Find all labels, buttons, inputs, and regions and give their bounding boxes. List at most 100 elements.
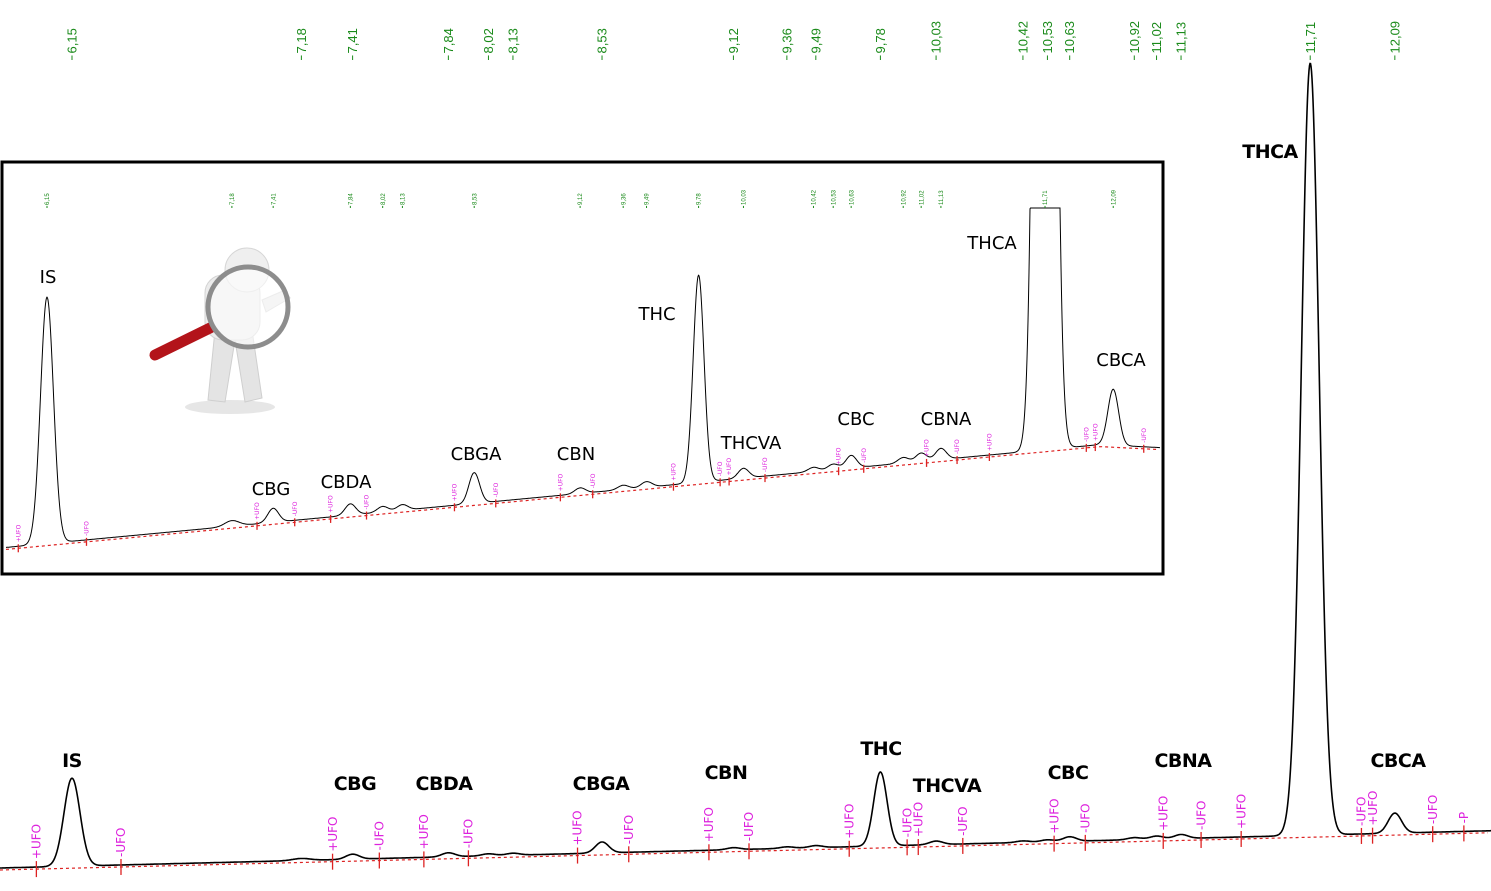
- inset-baseline: [5, 446, 1159, 550]
- inset-label-cbc: CBC: [837, 409, 875, 430]
- main-marker-label: -UFO: [956, 806, 970, 835]
- main-marker-label: -UFO: [462, 819, 476, 848]
- main-rt-label: 11,02: [1149, 22, 1164, 54]
- inset-rt-label: 6,15: [45, 193, 51, 205]
- main-marker-label: -UFO: [1078, 803, 1092, 832]
- inset-rt-label: 7,18: [230, 193, 236, 205]
- inset-label-cbda: CBDA: [320, 472, 372, 493]
- inset-rt-label: 11,71: [1043, 190, 1049, 205]
- magnifier-lens: [205, 264, 291, 350]
- inset-rt-label: 10,92: [901, 189, 907, 205]
- main-marker-label: +UFO: [571, 810, 585, 845]
- main-rt-label: 7,18: [294, 28, 309, 53]
- inset-rt-label: 7,84: [348, 193, 354, 205]
- main-marker-label: +UFO: [1047, 798, 1061, 833]
- peak-label-cbn: CBN: [704, 762, 748, 784]
- main-marker-label: +UFO: [911, 802, 925, 837]
- inset-rt-label: 7,41: [271, 193, 277, 205]
- inset-marker-label: +UFO: [986, 433, 993, 451]
- inset-label-cbga: CBGA: [450, 444, 502, 465]
- main-rt-label: 7,84: [441, 28, 456, 53]
- inset-marker-label: -UFO: [954, 439, 961, 454]
- main-rt-label: 10,53: [1040, 21, 1055, 54]
- inset-marker-label: -UFO: [1141, 428, 1148, 443]
- main-rt-label: 10,92: [1127, 21, 1142, 54]
- inset-label-cbna: CBNA: [920, 409, 972, 430]
- inset-background: [2, 162, 1163, 574]
- inset-label-cbn: CBN: [556, 444, 596, 465]
- inset-rt-label: 8,53: [472, 193, 478, 205]
- inset-marker-label: -UFO: [762, 457, 769, 472]
- inset-label-cbg: CBG: [251, 479, 291, 500]
- shadow: [185, 400, 275, 414]
- inset-signal-trace: [6, 207, 1160, 548]
- inset-rt-label: 10,42: [812, 189, 818, 205]
- main-rt-label: 10,42: [1015, 21, 1030, 54]
- peak-label-thca: THCA: [1242, 141, 1298, 163]
- inset-marker-label: -UFO: [1083, 427, 1090, 442]
- magnifier-person-icon: [149, 247, 291, 414]
- main-marker-label: +UFO: [417, 814, 431, 849]
- main-marker-label: +UFO: [1234, 794, 1248, 829]
- inset-view: 6,15 7,18 7,41 7,84 8,02 8,13 8,53 9,12 9,36 9,49…: [5, 189, 1160, 553]
- main-marker-label: -UFO: [1194, 801, 1208, 830]
- main-signal-trace: [0, 62, 1491, 869]
- inset-marker-label: -UFO: [292, 501, 299, 516]
- inset-rt-label: 11,02: [919, 190, 925, 205]
- inset-marker-label: -UFO: [84, 521, 91, 536]
- inset-label-is: IS: [39, 267, 57, 288]
- inset-frame: [0, 160, 1165, 576]
- inset-marker-label: +UFO: [557, 473, 564, 491]
- inset-rt-label: 10,53: [831, 189, 837, 205]
- inset-marker-label: +UFO: [1092, 423, 1099, 441]
- main-rt-label: 9,36: [779, 28, 794, 53]
- main-marker-label: -P: [1457, 812, 1471, 824]
- main-marker-label: -UFO: [373, 821, 387, 850]
- inset-marker-label: +UFO: [254, 502, 261, 520]
- inset-marker-label: -UFO: [861, 448, 868, 463]
- peak-label-cbga: CBGA: [572, 773, 630, 795]
- inset-marker-label: -UFO: [493, 482, 500, 497]
- main-marker-label: -UFO: [742, 812, 756, 841]
- main-rt-label: 11,13: [1174, 22, 1189, 54]
- main-rt-label: 6,15: [65, 28, 80, 53]
- inset-label-thcva: THCVA: [720, 433, 782, 454]
- main-rt-label: 8,13: [505, 28, 520, 53]
- inset-rt-label: 10,63: [849, 189, 855, 205]
- inset-marker-label: +UFO: [836, 447, 843, 465]
- inset-marker-label: +UFO: [671, 463, 678, 481]
- inset-rt-label: 9,36: [621, 193, 627, 205]
- main-marker-label: +UFO: [1156, 796, 1170, 831]
- inset-marker-label: -UFO: [590, 473, 597, 488]
- inset-marker-label: -UFO: [364, 495, 371, 510]
- peak-label-cbca: CBCA: [1370, 750, 1426, 772]
- inset-rt-label: 10,03: [742, 189, 748, 205]
- inset-rt-label: 9,78: [697, 193, 703, 205]
- peak-label-is: IS: [62, 750, 82, 772]
- inset-rt-label: 9,49: [645, 193, 651, 205]
- main-rt-label: 9,78: [873, 28, 888, 53]
- inset-marker-label: -UFO: [717, 461, 724, 476]
- main-marker-label: -UFO: [114, 828, 128, 857]
- main-rt-label: 9,12: [726, 28, 741, 53]
- peak-label-cbna: CBNA: [1154, 750, 1212, 772]
- peak-label-thcva: THCVA: [912, 775, 982, 797]
- main-marker-label: +UFO: [842, 804, 856, 839]
- inset-rt-label: 8,02: [381, 193, 387, 205]
- inset-marker-label: +UFO: [15, 524, 22, 542]
- main-marker-label: +UFO: [1366, 790, 1380, 825]
- main-rt-label: 8,53: [595, 28, 610, 53]
- inset-label-cbca: CBCA: [1096, 350, 1146, 371]
- inset-rt-label: 8,13: [401, 193, 407, 205]
- main-marker-label: -UFO: [1355, 796, 1369, 825]
- main-marker-label: +UFO: [326, 816, 340, 851]
- inset-marker-label: +UFO: [328, 495, 335, 513]
- main-baseline: [0, 832, 1489, 871]
- main-rt-label: 9,49: [808, 28, 823, 53]
- inset-marker-label: +UFO: [924, 439, 931, 457]
- inset-label-thca: THCA: [967, 233, 1017, 254]
- main-rt-label: 10,63: [1062, 21, 1077, 54]
- peak-label-cbc: CBC: [1047, 762, 1089, 784]
